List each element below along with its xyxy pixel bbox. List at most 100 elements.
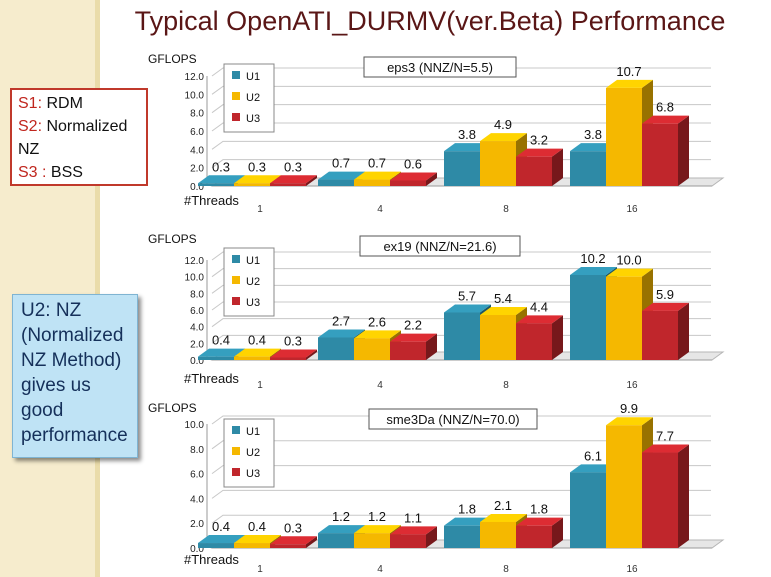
y-tick-label: 4.0	[190, 494, 204, 505]
bar-side	[552, 315, 563, 360]
gridline	[211, 104, 711, 114]
legend-swatch	[232, 71, 240, 79]
bar	[570, 472, 606, 548]
bar-top	[390, 333, 437, 342]
y-axis-label: GFLOPS	[148, 52, 197, 66]
legend-swatch	[232, 297, 240, 305]
y-tick-label: 8.0	[190, 289, 204, 300]
bar-top	[234, 175, 281, 184]
bar-side	[426, 526, 437, 548]
slide-title: Typical OpenATI_DURMV(ver.Beta) Performa…	[134, 6, 726, 36]
x-tick-label: 8	[503, 204, 509, 215]
bar	[606, 425, 642, 548]
bar	[270, 544, 306, 548]
bar	[642, 310, 678, 360]
bar-top	[318, 171, 365, 180]
data-label: 1.2	[332, 509, 350, 524]
x-tick-label: 1	[257, 204, 263, 215]
gridline	[211, 85, 711, 95]
data-label: 1.2	[368, 509, 386, 524]
legend-swatch	[232, 447, 240, 455]
legend-entry: U1	[246, 255, 260, 267]
note-line: performance	[21, 425, 128, 446]
bar-top	[570, 267, 617, 275]
chart-title: ex19 (NNZ/N=21.6)	[383, 239, 496, 254]
decorative-stripe-edge	[95, 0, 100, 577]
note-line: (Normalized	[21, 325, 124, 346]
bar	[390, 180, 426, 186]
data-label: 5.9	[656, 287, 674, 302]
gridline	[211, 465, 711, 475]
bar-top	[570, 464, 617, 473]
gridline	[211, 251, 711, 261]
y-tick-label: 0.0	[190, 356, 204, 367]
data-label: 10.7	[616, 64, 641, 79]
bar-top	[318, 525, 365, 534]
bar-top	[198, 348, 245, 357]
data-label: 10.0	[616, 253, 641, 268]
bar	[642, 123, 678, 186]
y-tick-label: 8.0	[190, 445, 204, 456]
gridline	[211, 284, 711, 294]
bar-side	[306, 175, 317, 186]
data-label: 0.6	[404, 157, 422, 172]
data-label: 5.7	[458, 289, 476, 304]
bar-top	[480, 307, 527, 315]
legend-swatch	[232, 113, 240, 121]
bar	[270, 357, 306, 360]
data-label: 0.4	[212, 519, 230, 534]
y-tick-label: 2.0	[190, 519, 204, 530]
chart-title-box	[363, 56, 517, 78]
bar-top	[642, 302, 689, 311]
bar	[606, 87, 642, 186]
data-label: 0.3	[284, 334, 302, 349]
legend-swatch	[232, 468, 240, 476]
data-label: 3.8	[458, 127, 476, 142]
bar-top	[606, 79, 653, 88]
data-label: 0.4	[248, 519, 266, 534]
note-line: gives us	[21, 375, 91, 396]
legend-entry: U1	[246, 426, 260, 438]
summary-note-box: U2: NZ (Normalized NZ Method) gives us g…	[12, 294, 138, 458]
x-axis-label: #Threads	[184, 552, 239, 567]
bar	[480, 141, 516, 186]
data-label: 4.4	[530, 299, 548, 314]
x-tick-label: 16	[626, 204, 638, 215]
bar-top	[354, 330, 401, 339]
method-legend-line: S3 : BSS	[18, 164, 83, 181]
y-tick-label: 6.0	[190, 127, 204, 138]
gridline	[211, 67, 711, 77]
gridline	[211, 140, 711, 150]
data-label: 0.3	[212, 159, 230, 174]
gridline	[211, 301, 711, 311]
y-tick-label: 8.0	[190, 109, 204, 120]
legend-entry: U3	[246, 468, 260, 480]
y-tick-label: 6.0	[190, 306, 204, 317]
x-axis-label: #Threads	[184, 193, 239, 208]
bar-top	[516, 315, 563, 324]
method-legend-line: S2: Normalized	[18, 118, 128, 135]
y-tick-label: 6.0	[190, 470, 204, 481]
x-axis-label: #Threads	[184, 371, 239, 386]
bar	[516, 156, 552, 186]
y-tick-label: 2.0	[190, 164, 204, 175]
legend-entry: U2	[246, 276, 260, 288]
data-label: 0.3	[284, 520, 302, 535]
y-axis-label: GFLOPS	[148, 401, 197, 415]
y-tick-label: 10.0	[185, 90, 205, 101]
y-tick-label: 10.0	[185, 273, 205, 284]
x-tick-label: 16	[626, 380, 638, 391]
bar	[270, 183, 306, 186]
data-label: 6.1	[584, 448, 602, 463]
bar	[234, 356, 270, 360]
legend-swatch	[232, 426, 240, 434]
bar	[354, 179, 390, 186]
bar-top	[444, 517, 491, 526]
note-line: NZ Method)	[21, 350, 122, 371]
data-label: 6.8	[656, 100, 674, 115]
bar	[516, 323, 552, 360]
data-label: 1.8	[530, 502, 548, 517]
note-line: U2: NZ	[21, 300, 82, 321]
chart-title-box	[368, 408, 538, 430]
bar	[480, 521, 516, 548]
